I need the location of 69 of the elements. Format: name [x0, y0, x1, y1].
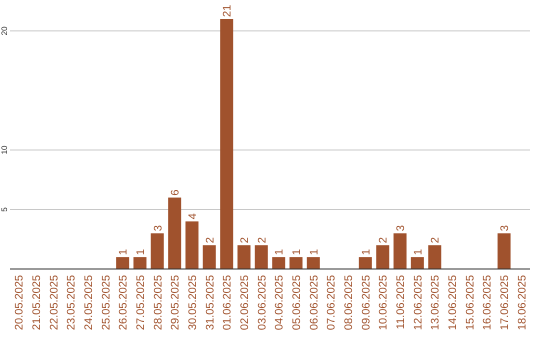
x-tick-label: 27.05.2025: [134, 275, 147, 330]
bar: [394, 233, 407, 269]
bar: [237, 245, 250, 269]
data-label: 3: [395, 225, 408, 232]
data-label: 4: [186, 213, 199, 220]
x-tick-label: 21.05.2025: [30, 275, 43, 330]
bar: [254, 245, 268, 269]
bar: [202, 245, 216, 269]
x-tick-label: 12.06.2025: [412, 275, 424, 330]
y-tick-label: 5: [0, 206, 9, 212]
bar: [272, 257, 286, 269]
x-tick-label: 02.06.2025: [238, 275, 251, 330]
bar: [358, 257, 372, 269]
x-tick-label: 09.06.2025: [360, 275, 372, 330]
data-label: 2: [256, 237, 268, 244]
data-label: 2: [204, 237, 216, 244]
x-tick-label: 14.06.2025: [447, 275, 460, 330]
data-label: 1: [134, 248, 147, 256]
x-tick-label: 08.06.2025: [343, 275, 356, 330]
data-label: 2: [430, 237, 442, 244]
x-tick-label: 20.05.2025: [14, 275, 26, 330]
data-label: 6: [170, 189, 182, 196]
x-tick-label: 13.06.2025: [430, 275, 442, 330]
x-tick-label: 03.06.2025: [256, 275, 268, 330]
x-tick-label: 06.06.2025: [308, 275, 320, 330]
data-label: 1: [291, 248, 304, 256]
x-tick-label: 24.05.2025: [82, 275, 95, 330]
y-tick-label: 10: [0, 144, 9, 154]
x-tick-label: 11.06.2025: [395, 275, 408, 330]
x-tick-label: 04.06.2025: [274, 275, 286, 330]
x-tick-label: 18.06.2025: [516, 275, 528, 330]
x-tick-label: 29.05.2025: [170, 275, 182, 330]
x-tick-label: 16.06.2025: [482, 275, 494, 330]
data-label: 1: [118, 248, 130, 256]
x-tick-label: 10.06.2025: [378, 275, 390, 330]
x-tick-label: 05.06.2025: [291, 275, 304, 330]
x-tick-label: 15.06.2025: [464, 275, 476, 330]
x-tick-label: 23.05.2025: [66, 275, 78, 330]
x-tick-label: 17.06.2025: [499, 275, 512, 330]
data-label: 1: [308, 248, 320, 256]
bar: [133, 257, 146, 269]
bar: [116, 257, 130, 269]
bar: [150, 233, 164, 269]
bar: [290, 257, 303, 269]
data-label: 2: [378, 237, 390, 244]
bar: [306, 257, 320, 269]
bar: [410, 257, 424, 269]
bar: [428, 245, 442, 269]
x-tick-label: 01.06.2025: [222, 275, 234, 330]
bar: [185, 221, 198, 269]
x-tick-label: 07.06.2025: [326, 275, 338, 330]
data-label: 1: [360, 248, 372, 256]
y-tick-label: 20: [0, 26, 9, 36]
data-label: 3: [499, 225, 512, 232]
bar: [168, 198, 182, 269]
bar: [498, 233, 511, 269]
x-tick-label: 25.05.2025: [100, 275, 112, 330]
bar: [376, 245, 390, 269]
data-label: 3: [152, 225, 164, 232]
x-tick-label: 26.05.2025: [118, 275, 130, 330]
data-label: 1: [274, 248, 286, 256]
bar: [220, 19, 234, 269]
x-tick-label: 22.05.2025: [48, 275, 60, 330]
data-label: 1: [412, 248, 424, 256]
x-tick-label: 28.05.2025: [152, 275, 164, 330]
x-tick-label: 30.05.2025: [186, 275, 199, 330]
x-tick-label: 31.05.2025: [204, 275, 216, 330]
data-label: 21: [222, 4, 234, 17]
data-label: 2: [238, 237, 251, 244]
